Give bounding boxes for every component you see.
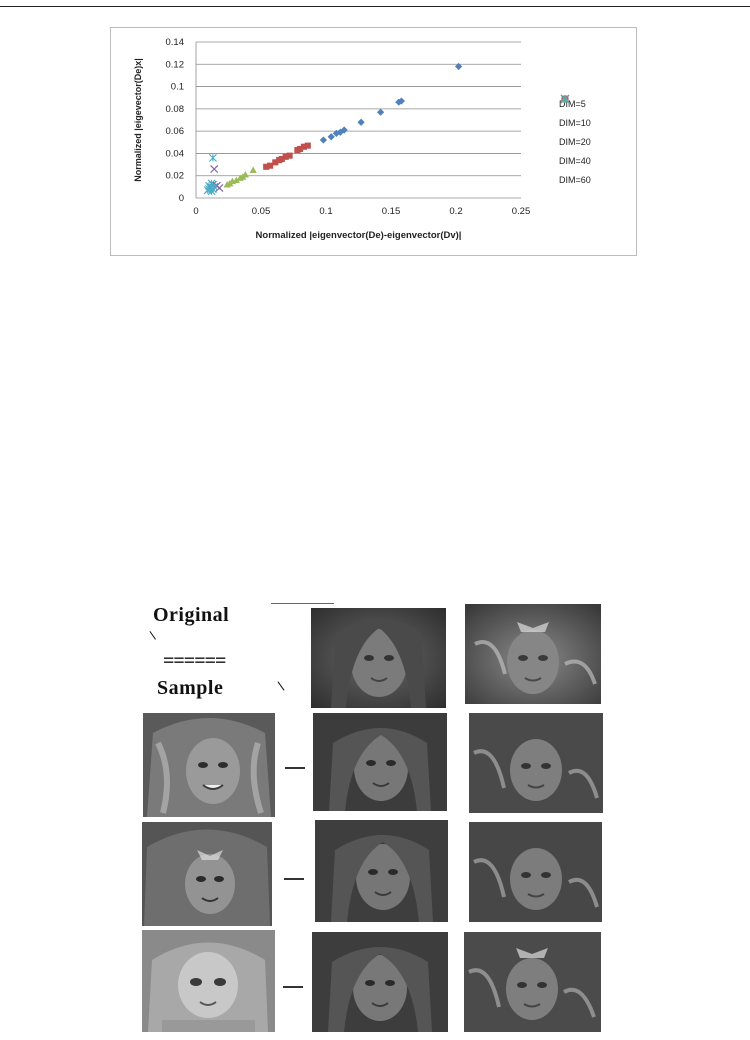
legend-label: DIM=10 (559, 117, 591, 128)
y-tick-label: 0.02 (166, 171, 185, 182)
doll-photo-sample-3 (142, 930, 275, 1032)
legend-item: DIM=20 (559, 95, 629, 151)
doll-photo-sample-2 (142, 822, 272, 926)
y-axis-label: Normalized |eigevector(De)x| (133, 58, 143, 182)
data-point (377, 108, 385, 116)
data-point (215, 183, 224, 192)
data-point (336, 128, 344, 136)
y-tick-label: 0.08 (166, 104, 185, 115)
row-dash-1 (285, 767, 305, 769)
x-tick-label: 0.15 (382, 206, 401, 217)
sample-label: Sample (157, 677, 224, 699)
legend-label: DIM=5 (559, 98, 586, 109)
y-tick-label: 0.1 (171, 82, 184, 93)
y-tick-label: 0.04 (166, 148, 185, 159)
y-tick-label: 0 (179, 193, 184, 204)
data-point (223, 181, 231, 188)
data-point (340, 126, 348, 134)
separator-label: ====== (163, 650, 226, 672)
legend-item: DIM=10 (559, 95, 629, 132)
doll-photo-recon-3b (464, 932, 601, 1032)
figure-top-line (271, 603, 334, 604)
y-tick-label: 0.12 (166, 59, 185, 70)
series-dim-20 (223, 166, 257, 188)
x-tick-label: 0 (193, 206, 198, 217)
legend-label: DIM=60 (559, 175, 591, 186)
doll-photo-original-1 (311, 608, 446, 708)
data-point (249, 166, 257, 174)
x-axis-label: Normalized |eigenvector(De)-eigenvector(… (256, 230, 462, 241)
data-point (205, 185, 213, 194)
data-point (397, 97, 405, 105)
data-point (267, 162, 274, 169)
data-point (300, 143, 307, 150)
doll-photo-recon-3a (312, 932, 448, 1032)
data-point (455, 62, 463, 71)
y-tick-label: 0.14 (166, 37, 185, 48)
doll-photo-recon-2b (469, 822, 602, 922)
row-dash-2 (284, 878, 304, 880)
data-point (357, 118, 365, 126)
x-tick-label: 0.1 (319, 206, 332, 217)
legend-label: DIM=20 (559, 136, 591, 147)
series-dim-5 (319, 62, 463, 144)
legend-label: DIM=40 (559, 156, 591, 167)
data-point (232, 176, 240, 184)
x-tick-label: 0.05 (252, 206, 271, 217)
doll-photo-sample-1 (143, 713, 275, 817)
row-dash-3 (283, 986, 303, 988)
series-dim-10 (263, 142, 311, 170)
chart-legend: DIM=5 DIM=10 DIM=20 DIM=40 DIM=60 (559, 94, 629, 190)
legend-item: DIM=40 (559, 94, 629, 171)
data-point (236, 174, 244, 181)
doll-photo-recon-2a (315, 820, 448, 922)
scatter-chart: 0 0.02 0.04 0.06 0.08 0.1 0.12 0.14 0 0.05 0.1 0.15… (110, 27, 637, 256)
page-header-rule (0, 6, 750, 7)
data-point (319, 136, 327, 144)
doll-photo-recon-1b (469, 713, 603, 813)
data-point (208, 153, 217, 162)
legend-item: DIM=60 (559, 94, 629, 190)
data-point (210, 165, 219, 174)
chart-plot-area: 0 0.02 0.04 0.06 0.08 0.1 0.12 0.14 0 0.05 0.1 0.15… (133, 37, 531, 241)
data-point (286, 152, 293, 159)
data-point (263, 163, 270, 170)
doll-photo-recon-1a (313, 713, 447, 811)
x-tick-label: 0.25 (512, 206, 531, 217)
data-point (294, 147, 301, 154)
data-point (272, 159, 279, 166)
data-point (332, 129, 340, 137)
data-point (282, 153, 289, 160)
original-label: Original (153, 604, 230, 626)
data-point (304, 142, 311, 149)
data-point (327, 133, 335, 141)
data-point (395, 98, 403, 106)
data-point (276, 157, 283, 164)
series-dim-60 (203, 153, 219, 196)
doll-photo-original-2 (465, 604, 601, 704)
x-tick-label: 0.2 (449, 206, 462, 217)
legend-marker (560, 94, 570, 104)
y-tick-label: 0.06 (166, 126, 185, 137)
